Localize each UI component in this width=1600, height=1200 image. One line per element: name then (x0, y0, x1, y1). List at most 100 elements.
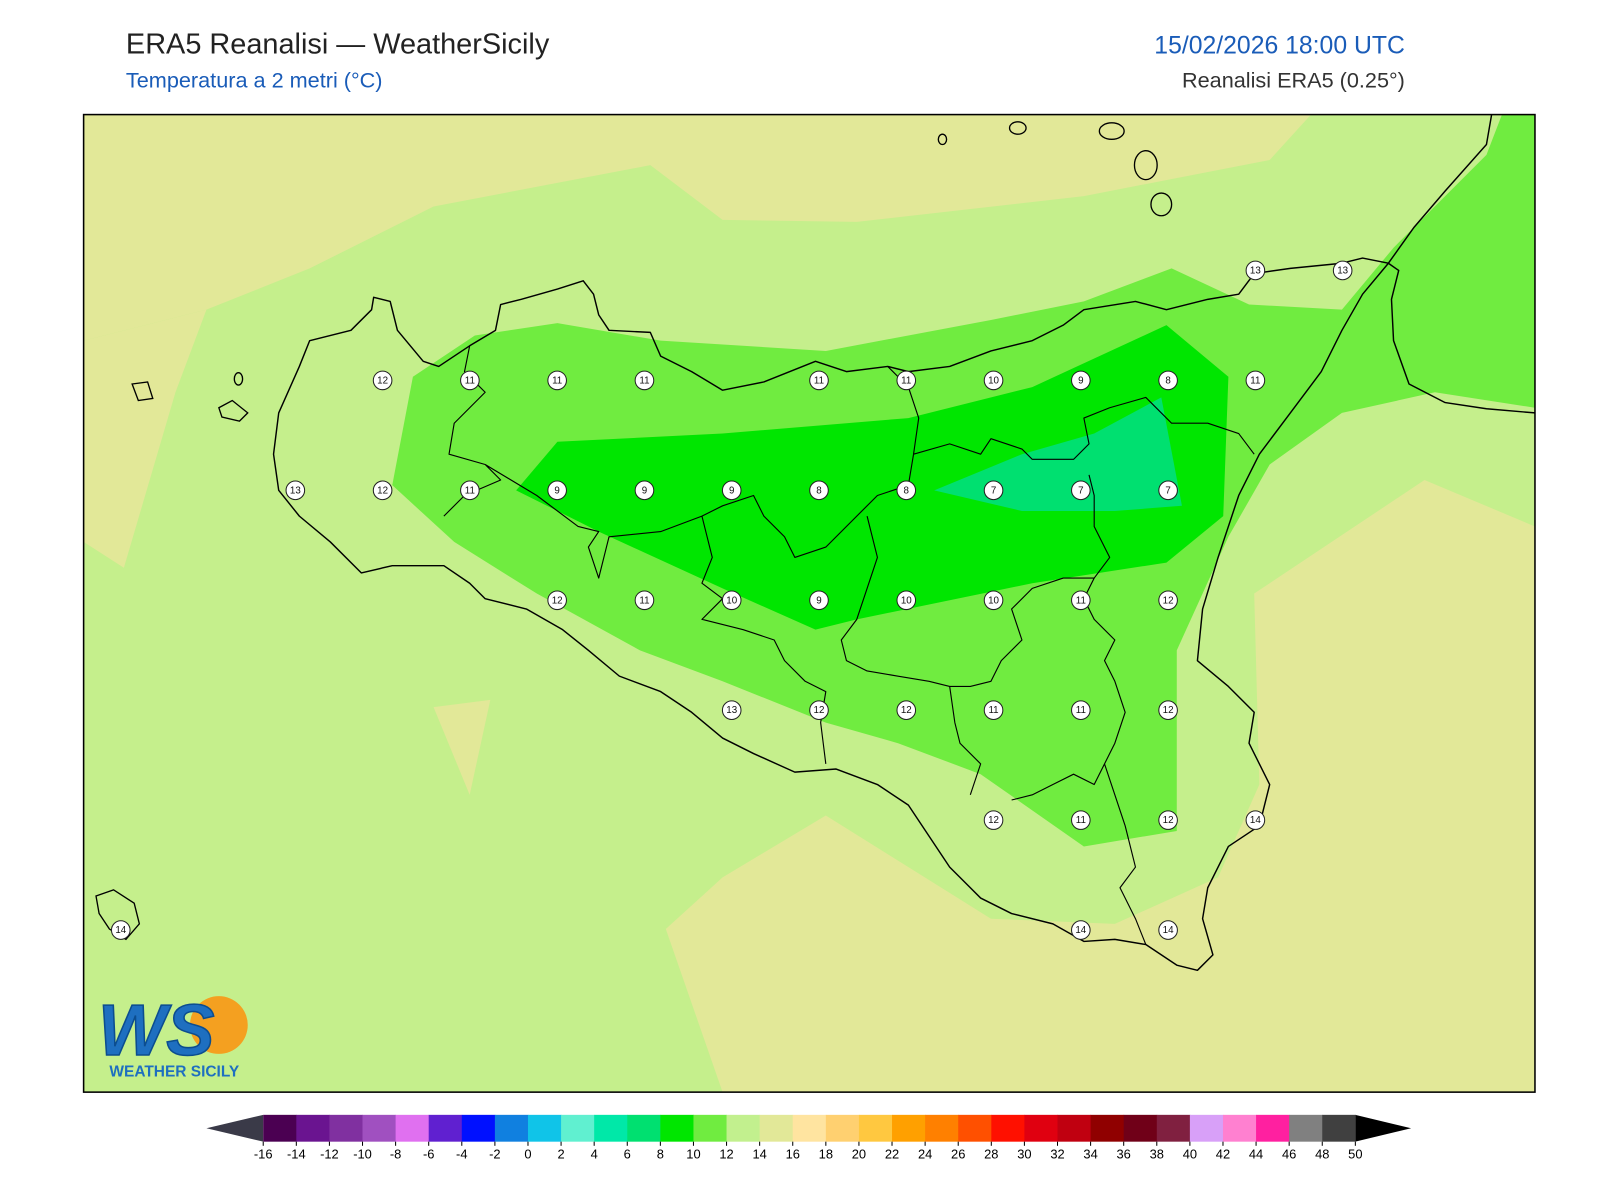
station-value: 8 (1165, 375, 1171, 386)
colorbar-segment (362, 1114, 397, 1142)
station-value: 13 (1250, 265, 1261, 276)
colorbar-tick-label: 30 (1017, 1147, 1031, 1162)
station-value: 11 (1076, 595, 1086, 606)
station-value: 9 (816, 595, 821, 606)
station-value: 7 (1078, 485, 1083, 496)
station-value: 11 (814, 375, 824, 386)
logo-sun (189, 996, 248, 1054)
colorbar-segment (660, 1114, 694, 1142)
colorbar-tick-label: 2 (557, 1147, 564, 1162)
colorbar-tick-label: 46 (1282, 1147, 1296, 1162)
colorbar-segment (1222, 1114, 1257, 1142)
source: Reanalisi ERA5 (0.25°) (1182, 68, 1405, 93)
station-value: 12 (901, 705, 912, 716)
station-value: 12 (552, 595, 563, 606)
title: ERA5 Reanalisi — WeatherSicily (126, 29, 550, 61)
station-value: 13 (726, 705, 737, 716)
colorbar-segment (693, 1114, 727, 1142)
colorbar-tick-label: -14 (287, 1147, 306, 1162)
map-frame (82, 113, 1536, 1093)
station-value: 11 (552, 375, 562, 386)
station-marker (1245, 370, 1266, 391)
station-marker (809, 480, 829, 501)
colorbar-over (1355, 1114, 1412, 1142)
station-marker (983, 810, 1004, 830)
station-value: 11 (639, 595, 649, 606)
station-value: 12 (377, 485, 388, 496)
station-marker (1158, 370, 1178, 391)
station-value: 14 (1075, 925, 1086, 936)
station-value: 8 (904, 485, 910, 496)
logo: WS WEATHER SICILY (97, 990, 248, 1081)
station-value: 12 (1163, 595, 1174, 606)
colorbar-segment (594, 1114, 628, 1142)
station-marker (460, 480, 480, 501)
station-marker (1158, 810, 1178, 830)
colorbar-segment (627, 1114, 661, 1142)
logo-letters: WS (98, 991, 214, 1071)
colorbar-segment (296, 1114, 330, 1142)
station-value: 11 (1076, 705, 1086, 716)
colorbar-tick-label: 14 (752, 1147, 766, 1162)
station-marker (547, 590, 567, 611)
colorbar-tick-label: -8 (390, 1147, 401, 1162)
colorbar-tick-label: 0 (524, 1147, 531, 1162)
station-marker (1158, 480, 1178, 501)
station-marker (1071, 920, 1091, 940)
station-marker (372, 480, 393, 501)
colorbar-segment (395, 1114, 430, 1142)
field-14-16 (83, 309, 207, 568)
station-value: 11 (639, 375, 649, 386)
colorbar-tick-label: 4 (591, 1147, 598, 1162)
station-value: 12 (377, 375, 388, 386)
colorbar-tick-label: 32 (1050, 1147, 1064, 1162)
colorbar-tick-label: 48 (1315, 1147, 1329, 1162)
station-marker (809, 590, 829, 611)
colorbar-tick-label: 50 (1348, 1147, 1362, 1162)
station-marker (372, 370, 393, 391)
station-marker (983, 700, 1004, 720)
station-marker (983, 480, 1004, 501)
colorbar-tick-label: 16 (786, 1147, 800, 1162)
station-marker (1245, 810, 1266, 830)
station-marker (896, 370, 917, 391)
logo-name: WEATHER SICILY (109, 1064, 239, 1081)
colorbar-segment (759, 1114, 794, 1142)
colorbar-under (206, 1114, 264, 1142)
colorbar-segment (329, 1114, 363, 1142)
station-value: 7 (991, 485, 996, 496)
colorbar: -16 -14 -12 -10 -8 -6 -4 -2 0 2 4 6 8 10 12 14 16 18 20 22 2… (206, 1114, 1412, 1162)
colorbar-segment (892, 1114, 926, 1142)
station-value: 11 (1076, 815, 1086, 826)
station-value: 11 (465, 375, 475, 386)
station-value: 13 (290, 485, 301, 496)
colorbar-tick-label: 36 (1117, 1147, 1131, 1162)
colorbar-tick-label: -10 (353, 1147, 372, 1162)
station-marker (1071, 810, 1091, 830)
station-value: 12 (1163, 705, 1174, 716)
station-marker (1332, 260, 1353, 281)
map: 13 13 12 11 11 11 11 11 10 9 8 11 13 12 11 9 9 9 8 8 7 7 7 12 11… (82, 113, 1536, 1093)
colorbar-tick-label: 12 (719, 1147, 733, 1162)
field-8-10 (516, 325, 1229, 630)
colorbar-tick-label: 6 (624, 1147, 631, 1162)
colorbar-tick-label: 38 (1150, 1147, 1164, 1162)
colorbar-tick-label: -16 (254, 1147, 273, 1162)
station-value: 8 (816, 485, 822, 496)
field-14-16 (433, 699, 491, 795)
colorbar-segment (561, 1114, 595, 1142)
station-marker (1245, 260, 1266, 281)
station-marker (809, 370, 829, 391)
colorbar-segment (1090, 1114, 1125, 1142)
station-value: 10 (726, 595, 737, 606)
colorbar-tick-label: -4 (456, 1147, 467, 1162)
colorbar-segment (858, 1114, 893, 1142)
coastline (272, 257, 1390, 972)
station-marker (983, 590, 1004, 611)
colorbar-tick-label: 24 (918, 1147, 932, 1162)
station-marker (634, 480, 655, 501)
colorbar-tick-label: 34 (1083, 1147, 1097, 1162)
station-marker (896, 590, 917, 611)
station-marker (809, 700, 829, 720)
